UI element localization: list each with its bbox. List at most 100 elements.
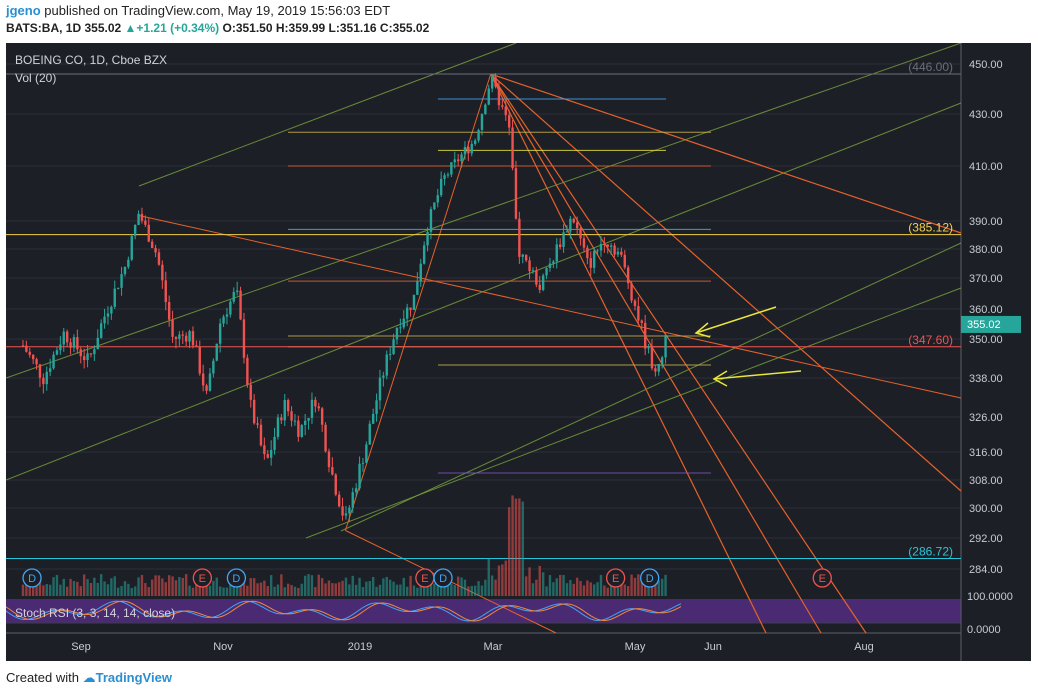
volume-bar — [72, 581, 76, 596]
candle-body — [133, 224, 137, 236]
arrow-head — [712, 370, 728, 387]
volume-bar — [409, 575, 412, 596]
volume-bar — [531, 583, 535, 596]
volume-bar — [239, 585, 242, 596]
candle-body — [637, 306, 640, 321]
candle-body — [599, 244, 603, 251]
volume-bar — [412, 585, 416, 596]
candle-body — [490, 77, 494, 89]
candle-body — [480, 114, 484, 130]
candle-body — [626, 267, 630, 284]
candle-body — [348, 507, 351, 514]
volume-bar — [137, 577, 140, 596]
volume-bar — [545, 586, 548, 596]
candle-body — [184, 335, 188, 342]
volume-bar — [218, 586, 222, 596]
volume-bar — [69, 578, 72, 596]
candle-body — [252, 399, 256, 424]
volume-bar — [626, 586, 630, 596]
candle-body — [106, 313, 110, 317]
fan-line — [490, 73, 822, 634]
volume-bar — [300, 583, 303, 596]
candle-body — [191, 331, 195, 346]
candle-body — [409, 307, 412, 310]
candle-body — [290, 411, 293, 421]
volume-bar — [436, 577, 439, 596]
price-tick-label: 450.00 — [969, 59, 1003, 71]
candle-body — [188, 331, 191, 342]
time-tick-label: 2019 — [348, 641, 372, 653]
event-marker-label: D — [232, 573, 240, 585]
candle-body — [477, 129, 480, 141]
volume-bar — [154, 575, 157, 596]
volume-bar — [181, 577, 184, 596]
candle-body — [130, 235, 133, 260]
candle-body — [351, 492, 354, 508]
candle-body — [565, 231, 569, 233]
volume-bar — [123, 581, 127, 596]
candle-body — [276, 417, 280, 437]
volume-bar — [150, 579, 154, 596]
price-tick-label: 316.00 — [969, 447, 1003, 459]
volume-bar — [497, 565, 501, 596]
volume-bar — [269, 575, 273, 596]
time-tick-label: May — [625, 641, 646, 653]
price-text: 355.02 — [84, 21, 122, 35]
candle-body — [504, 106, 507, 116]
volume-bar — [242, 574, 246, 596]
volume-bar — [596, 582, 599, 596]
candle-body — [358, 463, 361, 489]
candle-body — [531, 270, 535, 272]
price-tick-label: 430.00 — [969, 109, 1003, 121]
volume-bar — [429, 578, 433, 596]
volume-bar — [45, 584, 48, 596]
candle-body — [232, 291, 235, 302]
tradingview-logo-icon[interactable]: ☁ — [82, 670, 96, 685]
volume-bar — [460, 577, 463, 596]
candle-body — [643, 322, 647, 349]
volume-bar — [266, 586, 269, 596]
candle-body — [21, 345, 25, 347]
candle-body — [337, 494, 341, 507]
candle-body — [154, 247, 157, 253]
footer-brand[interactable]: TradingView — [95, 670, 172, 685]
candle-body — [405, 307, 409, 319]
volume-bar — [225, 587, 229, 596]
volume-bar — [603, 585, 606, 596]
volume-bar — [453, 585, 456, 596]
volume-bar — [643, 577, 647, 596]
footer-prefix: Created with — [6, 670, 79, 685]
candle-body — [453, 159, 456, 163]
volume-bar — [378, 584, 382, 596]
candle-body — [28, 351, 31, 355]
publish-line: jgeno published on TradingView.com, May … — [6, 3, 390, 18]
volume-bar — [630, 574, 633, 596]
time-tick-label: Nov — [213, 641, 233, 653]
candle-body — [456, 159, 460, 162]
event-marker-label: E — [421, 573, 428, 585]
chart-panel[interactable]: (446.00) (385.12) (347.60) (286.72) D E D E D E D E… — [6, 43, 1031, 661]
volume-bar — [606, 587, 609, 596]
candle-body — [89, 353, 93, 355]
volume-bar — [334, 583, 337, 596]
volume-bar — [664, 574, 667, 596]
candle-body — [205, 385, 208, 391]
candle-body — [86, 353, 89, 361]
chart-svg[interactable]: (446.00)(385.12)(347.60)(286.72)D E D E D E D E… — [6, 43, 1031, 661]
candle-body — [198, 346, 201, 374]
volume-bar — [212, 580, 215, 596]
volume-bar — [130, 587, 133, 596]
author-link[interactable]: jgeno — [6, 3, 41, 18]
candle-body — [96, 337, 99, 350]
volume-bar — [385, 576, 388, 596]
dividend-marker — [640, 568, 660, 588]
candle-body — [48, 368, 52, 372]
symbol-text: BATS:BA, 1D — [6, 21, 82, 35]
volume-bar — [633, 577, 637, 596]
volume-bar — [351, 575, 354, 596]
candle-body — [562, 232, 565, 248]
candle-body — [82, 356, 86, 361]
volume-bar — [640, 578, 643, 596]
volume-bar — [647, 584, 650, 596]
volume-bar — [358, 577, 361, 596]
